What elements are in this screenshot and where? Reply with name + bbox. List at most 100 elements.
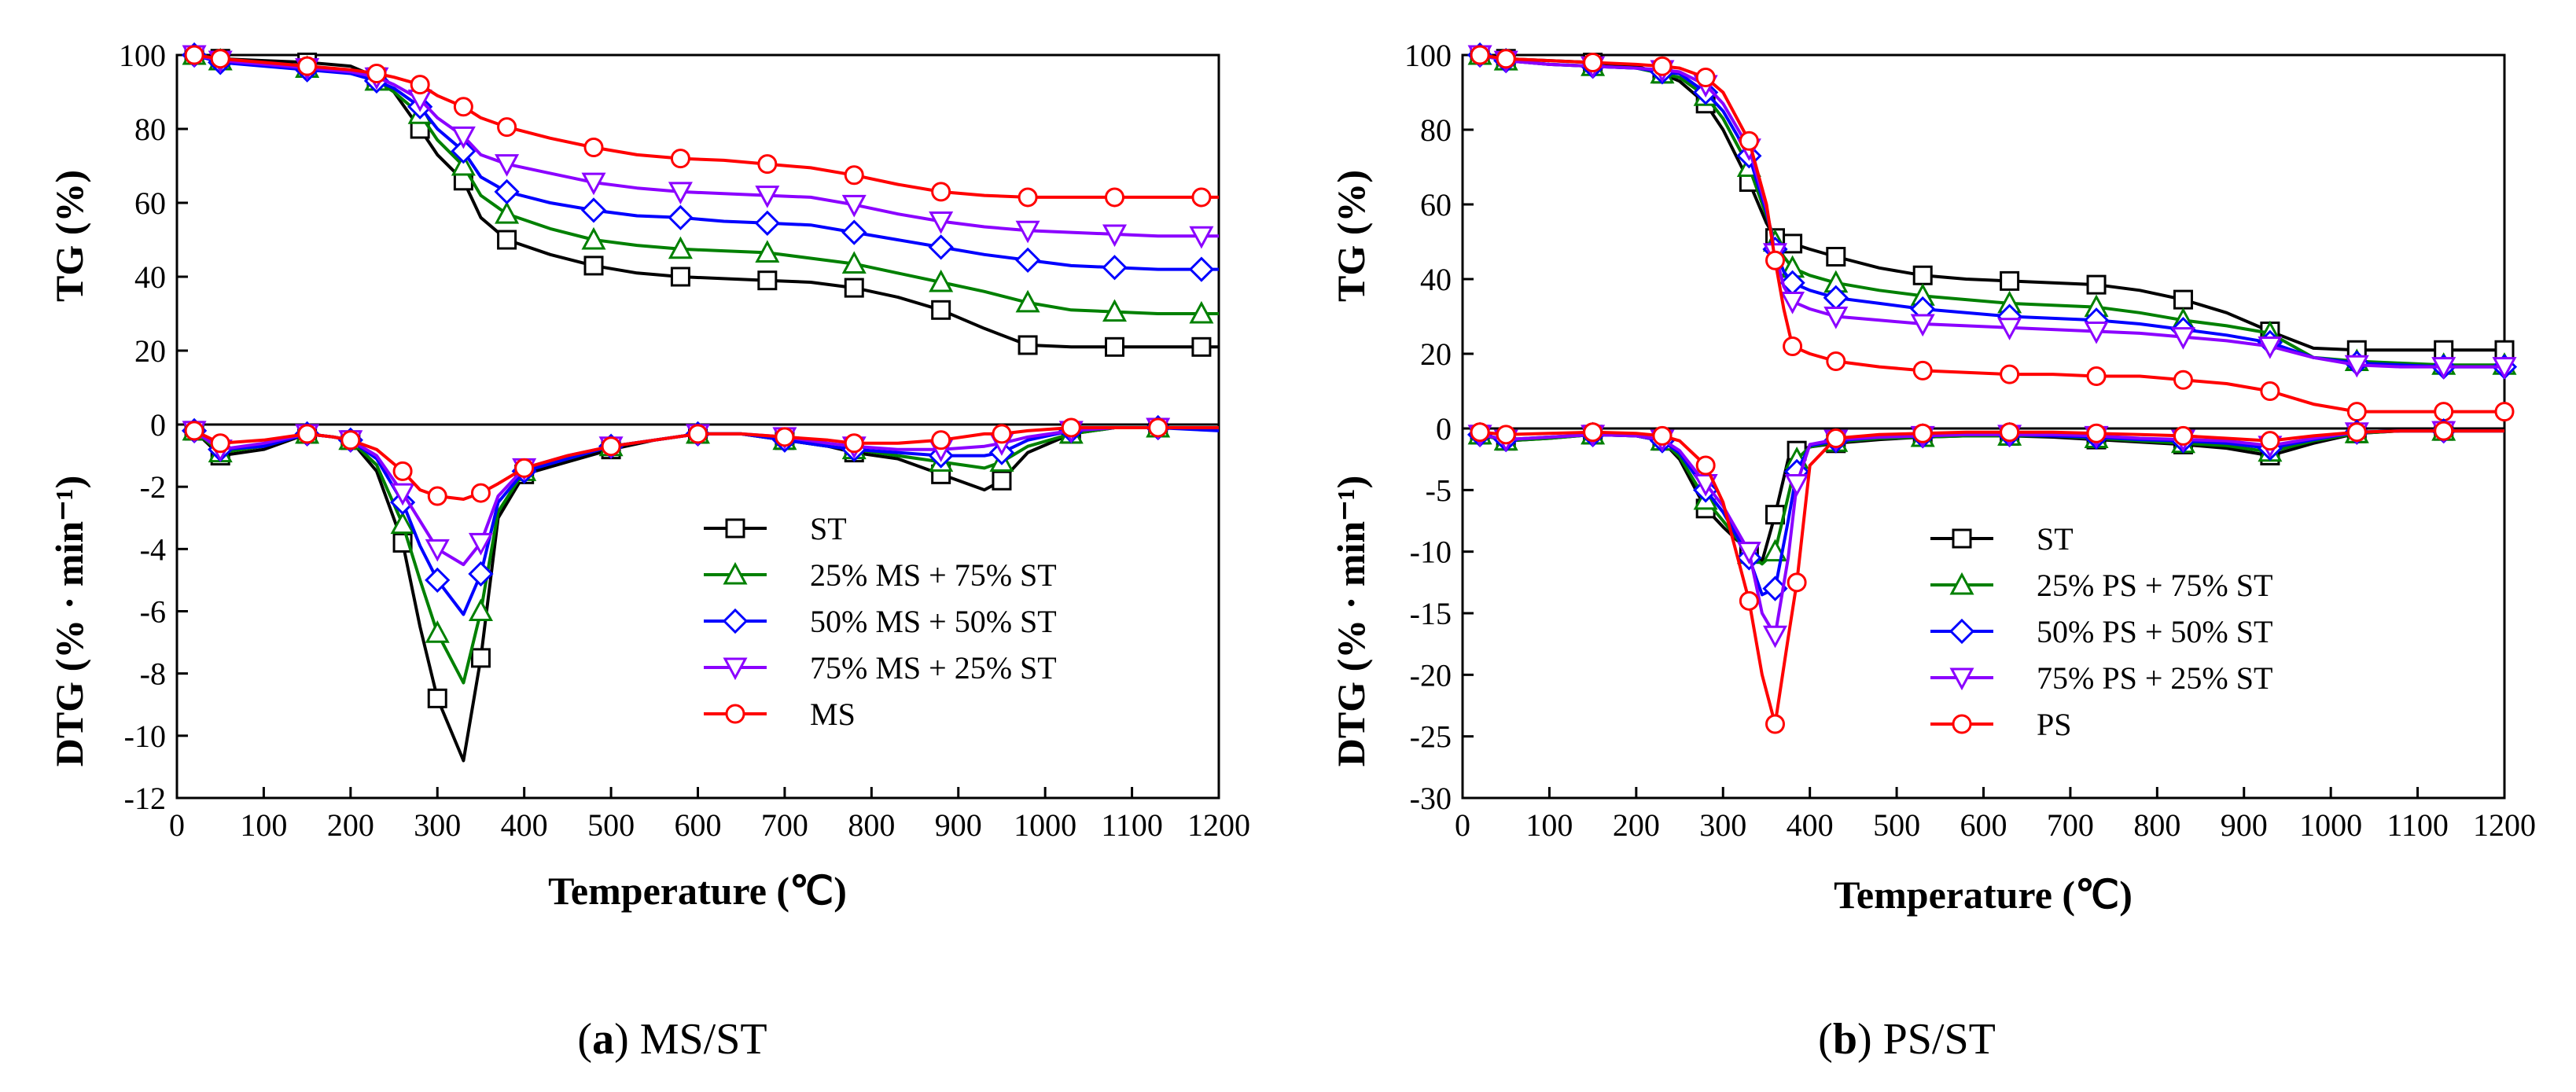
- legend-item-st: ST: [1930, 521, 2074, 557]
- tg-point-ps: [1583, 53, 1603, 72]
- x-tick-label: 600: [675, 807, 722, 843]
- x-tick-label: 700: [2047, 807, 2094, 843]
- dtg-point-75pct-ms-25pct-st: [425, 539, 450, 562]
- tg-point-75pct-ps-25pct-st: [2258, 336, 2283, 359]
- tg-point-st: [583, 256, 604, 276]
- dtg-y-tick-label: -12: [124, 781, 166, 816]
- tg-y-tick-label: 60: [134, 186, 166, 221]
- tg-y-tick-label: 100: [1404, 38, 1452, 73]
- x-tick-label: 800: [848, 807, 895, 843]
- legend-swatch-marker: [1952, 528, 1972, 549]
- x-tick-label: 0: [1455, 807, 1470, 843]
- tg-line-ms: [193, 53, 1219, 199]
- dtg-y-tick-label: -20: [1410, 657, 1452, 693]
- dtg-point-ms: [184, 421, 204, 441]
- dtg-line-75pct-ps-25pct-st: [1479, 429, 2504, 638]
- tg-y-tick-label: 80: [1420, 112, 1452, 148]
- dtg-point-ms: [470, 483, 491, 503]
- tg-point-ms: [497, 117, 517, 138]
- x-tick-label: 300: [414, 807, 461, 843]
- tg-point-25pct-ms-75pct-st: [1189, 300, 1214, 324]
- tg-point-ps: [2260, 381, 2280, 401]
- caption-label: a: [592, 1015, 614, 1064]
- tg-point-75pct-ms-25pct-st: [755, 186, 780, 208]
- dtg-line-ps: [1479, 429, 2504, 726]
- tg-point-ps: [1912, 360, 1933, 381]
- tg-point-75pct-ps-25pct-st: [2492, 357, 2517, 380]
- tg-point-ms: [1018, 187, 1038, 208]
- dtg-point-st: [992, 470, 1012, 491]
- dtg-series-75pct-ps-25pct-st: [1467, 421, 2504, 649]
- tg-point-ps: [2346, 402, 2367, 422]
- dtg-point-ms: [775, 427, 795, 447]
- tg-point-25pct-ms-75pct-st: [495, 200, 520, 224]
- dtg-point-ps: [2000, 422, 2020, 443]
- x-tick-label: 1000: [1014, 807, 1076, 843]
- dtg-point-ms: [514, 458, 535, 478]
- dtg-y-tick-label: -2: [140, 469, 166, 505]
- dtg-point-25pct-ms-75pct-st: [390, 511, 415, 535]
- caption-label: b: [1833, 1015, 1857, 1064]
- legend-swatch-marker: [725, 518, 745, 539]
- dtg-point-ps: [1765, 714, 1785, 734]
- dtg-point-75pct-ms-25pct-st: [390, 483, 415, 506]
- tg-point-50pct-ms-50pct-st: [1014, 247, 1041, 273]
- x-tick-label: 1200: [2473, 807, 2536, 843]
- tg-point-25pct-ms-75pct-st: [451, 153, 476, 176]
- x-tick-label: 1200: [1187, 807, 1250, 843]
- x-tick-label: 900: [935, 807, 982, 843]
- dtg-point-ps: [2434, 421, 2454, 441]
- dtg-line-50pct-ms-50pct-st: [193, 426, 1220, 616]
- tg-point-75pct-ps-25pct-st: [2170, 327, 2195, 350]
- tg-point-ms: [583, 138, 604, 157]
- dtg-line-50pct-ps-50pct-st: [1479, 429, 2504, 597]
- tg-point-st: [844, 278, 864, 298]
- dtg-series-25pct-ps-75pct-st: [1467, 417, 2504, 566]
- dtg-point-75pct-ms-25pct-st: [468, 532, 493, 556]
- dtg-y-tick-label: 0: [150, 407, 166, 443]
- tg-point-ps: [1765, 250, 1785, 270]
- tg-point-75pct-ms-25pct-st: [581, 172, 606, 196]
- dtg-series-ms: [184, 417, 1219, 506]
- tg-y-ticks: 20 40 60 80 100: [119, 38, 188, 369]
- x-tick-label: 400: [1787, 807, 1834, 843]
- tg-point-st: [1191, 336, 1212, 357]
- tg-point-25pct-ms-75pct-st: [668, 236, 693, 259]
- dtg-point-ps: [1695, 455, 1716, 476]
- dtg-point-ms: [992, 424, 1012, 444]
- dtg-y-tick-label: -6: [140, 594, 166, 630]
- tg-point-ms: [1191, 187, 1212, 208]
- dtg-y-axis-label: DTG (% · min⁻¹): [1329, 476, 1373, 767]
- panel-caption: (a) MS/ST: [577, 1015, 767, 1064]
- tg-point-75pct-ms-25pct-st: [495, 154, 520, 177]
- tg-point-ms: [210, 49, 230, 69]
- tg-y-tick-label: 100: [119, 38, 166, 73]
- tg-point-50pct-ms-50pct-st: [494, 178, 520, 205]
- tg-point-50pct-ms-50pct-st: [841, 219, 867, 245]
- tg-point-ps: [1470, 45, 1490, 65]
- tg-line-25pct-ms-75pct-st: [193, 53, 1219, 315]
- tg-point-75pct-ps-25pct-st: [1780, 292, 1805, 314]
- dtg-point-ps: [1496, 425, 1516, 445]
- tg-point-ms: [453, 97, 473, 117]
- x-tick-label: 100: [1525, 807, 1573, 843]
- tg-point-25pct-ms-75pct-st: [755, 240, 780, 263]
- tg-point-75pct-ms-25pct-st: [841, 194, 867, 218]
- legend-label: 25% PS + 75% ST: [2037, 568, 2272, 603]
- tg-y-tick-label: 20: [1420, 336, 1452, 372]
- dtg-point-25pct-ms-75pct-st: [425, 620, 450, 643]
- dtg-point-50pct-ms-50pct-st: [468, 561, 494, 587]
- legend-label: 25% MS + 75% ST: [810, 557, 1057, 593]
- tg-point-50pct-ms-50pct-st: [754, 210, 780, 236]
- tg-point-ps: [2434, 402, 2454, 422]
- legend: ST 25% MS + 75% ST 50% MS + 50% ST 75% MS +…: [704, 511, 1057, 732]
- tg-series-ms: [184, 45, 1219, 208]
- x-axis-label: Temperature (℃): [548, 869, 847, 913]
- legend-label: PS: [2037, 707, 2072, 742]
- dtg-line-25pct-ps-75pct-st: [1479, 429, 2504, 566]
- x-tick-label: 1100: [1101, 807, 1163, 843]
- legend-item-50pct-ps-50pct-st: 50% PS + 50% ST: [1930, 614, 2272, 649]
- dtg-point-st: [427, 688, 447, 708]
- dtg-y-tick-label: -10: [1410, 535, 1452, 570]
- tg-series-25pct-ms-75pct-st: [182, 42, 1219, 324]
